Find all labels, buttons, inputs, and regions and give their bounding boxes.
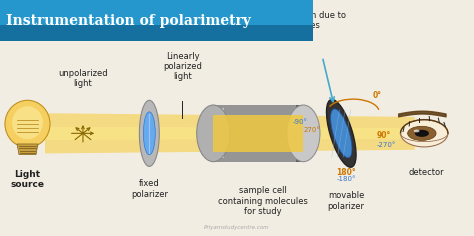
Ellipse shape	[331, 109, 352, 158]
Text: Linearly
polarized
light: Linearly polarized light	[163, 52, 202, 81]
Ellipse shape	[327, 99, 356, 167]
Ellipse shape	[401, 120, 448, 147]
Text: 90°: 90°	[377, 131, 391, 140]
Bar	[213, 108, 224, 158]
Bar	[296, 105, 303, 162]
Bar	[213, 105, 303, 162]
Bar	[213, 115, 303, 152]
Text: Instrumentation of polarimetry: Instrumentation of polarimetry	[6, 13, 251, 28]
Polygon shape	[17, 144, 38, 155]
Polygon shape	[45, 113, 415, 153]
Ellipse shape	[139, 100, 159, 166]
Polygon shape	[45, 127, 415, 140]
Text: fixed
polarizer: fixed polarizer	[131, 179, 168, 199]
Bar	[0, 0, 313, 41]
Text: 180°: 180°	[336, 168, 356, 177]
Text: Optical rotation due to
molecules: Optical rotation due to molecules	[251, 11, 346, 30]
Circle shape	[408, 126, 436, 140]
Text: detector: detector	[409, 168, 445, 177]
Ellipse shape	[287, 105, 320, 162]
Ellipse shape	[5, 100, 50, 148]
Text: Priyamstudycentre.com: Priyamstudycentre.com	[204, 225, 270, 230]
Text: movable
polarizer: movable polarizer	[328, 191, 365, 211]
Ellipse shape	[197, 105, 230, 162]
Circle shape	[414, 130, 419, 132]
Text: -270°: -270°	[377, 142, 396, 148]
Text: 270°: 270°	[303, 127, 320, 133]
Circle shape	[415, 130, 429, 137]
Text: Light
source: Light source	[10, 170, 45, 189]
Ellipse shape	[12, 106, 43, 139]
Text: unpolarized
light: unpolarized light	[58, 69, 108, 88]
Ellipse shape	[143, 112, 155, 155]
Text: sample cell
containing molecules
for study: sample cell containing molecules for stu…	[218, 186, 308, 216]
Bar	[0, 0, 313, 25]
Text: -180°: -180°	[336, 176, 356, 182]
Text: -90°: -90°	[293, 118, 308, 125]
Text: 0°: 0°	[373, 91, 381, 100]
